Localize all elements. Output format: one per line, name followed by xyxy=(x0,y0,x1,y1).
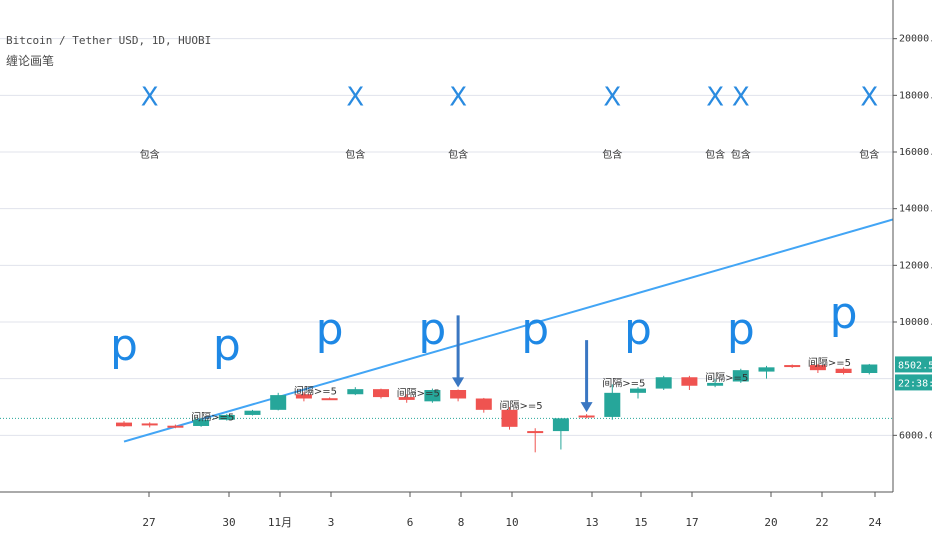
candle-body[interactable] xyxy=(578,415,595,418)
contain-label: 包含 xyxy=(705,148,725,161)
gap-label: 间隔>=5 xyxy=(294,384,337,397)
p-mark: p xyxy=(727,304,755,355)
p-mark: p xyxy=(521,304,549,355)
p-mark: p xyxy=(110,320,138,371)
x-tick-label: 20 xyxy=(764,516,777,529)
candle-body[interactable] xyxy=(450,390,467,399)
x-tick-label: 24 xyxy=(868,516,882,529)
contain-label: 包含 xyxy=(731,148,751,161)
x-tick-label: 8 xyxy=(458,516,465,529)
candle-body[interactable] xyxy=(193,419,210,426)
p-mark: p xyxy=(624,304,652,355)
contain-label: 包含 xyxy=(140,148,160,161)
gap-label: 间隔>=5 xyxy=(500,399,543,412)
p-mark: p xyxy=(316,304,344,355)
candle-body[interactable] xyxy=(707,382,724,386)
y-tick-label: 18000.00 xyxy=(899,90,932,101)
candle-body[interactable] xyxy=(321,398,338,401)
contain-label: 包含 xyxy=(448,148,468,161)
candle-body[interactable] xyxy=(116,422,132,427)
x-mark: X xyxy=(706,82,724,112)
gap-label: 间隔>=5 xyxy=(602,376,645,389)
x-mark: X xyxy=(603,82,621,112)
candle-body[interactable] xyxy=(398,397,415,400)
candle-body[interactable] xyxy=(295,394,312,399)
candle-body[interactable] xyxy=(475,398,492,410)
x-tick-label: 3 xyxy=(328,516,335,529)
x-tick-label: 13 xyxy=(585,516,598,529)
contain-label: 包含 xyxy=(602,148,622,161)
candle-body[interactable] xyxy=(681,377,698,386)
candle-body[interactable] xyxy=(141,423,158,426)
candle-body[interactable] xyxy=(424,390,441,402)
contain-label: 包含 xyxy=(345,148,365,161)
x-tick-label: 17 xyxy=(685,516,698,529)
x-mark: X xyxy=(449,82,467,112)
candle-body[interactable] xyxy=(270,395,287,410)
y-tick-label: 6000.00 xyxy=(899,430,932,441)
arrow-head xyxy=(580,402,593,413)
x-mark: X xyxy=(141,82,159,112)
candle-body[interactable] xyxy=(373,389,389,398)
candle-body[interactable] xyxy=(630,388,646,393)
countdown-box xyxy=(895,374,932,391)
candle-body[interactable] xyxy=(167,425,184,428)
x-tick-label: 22 xyxy=(815,516,828,529)
candle-body[interactable] xyxy=(835,368,852,373)
candle-body[interactable] xyxy=(218,414,235,420)
y-tick-label: 14000.00 xyxy=(899,204,932,215)
contain-label: 包含 xyxy=(859,148,879,161)
candle-body[interactable] xyxy=(552,418,569,432)
x-tick-label: 27 xyxy=(142,516,155,529)
gap-label: 间隔>=5 xyxy=(397,386,440,399)
p-mark: p xyxy=(418,304,446,355)
candle-body[interactable] xyxy=(861,364,878,374)
candle-body[interactable] xyxy=(604,392,621,417)
gap-label: 间隔>=5 xyxy=(191,410,234,423)
x-mark: X xyxy=(346,82,364,112)
x-tick-label: 10 xyxy=(505,516,518,529)
trend-line xyxy=(123,218,894,443)
x-mark: X xyxy=(860,82,878,112)
x-tick-label: 30 xyxy=(222,516,235,529)
x-tick-label: 11月 xyxy=(268,516,292,529)
y-tick-label: 16000.00 xyxy=(899,147,932,158)
x-tick-label: 6 xyxy=(407,516,414,529)
candle-body[interactable] xyxy=(732,370,749,382)
countdown-label: 22:38:00 xyxy=(898,378,932,389)
p-mark: p xyxy=(830,288,858,339)
candle-body[interactable] xyxy=(809,365,826,371)
symbol-title: Bitcoin / Tether USD, 1D, HUOBI xyxy=(6,34,212,47)
current-price-label: 8502.56 xyxy=(898,360,932,371)
current-price-box xyxy=(895,356,932,373)
candle-body[interactable] xyxy=(527,431,544,434)
arrow-head xyxy=(452,377,465,388)
x-tick-label: 15 xyxy=(634,516,647,529)
p-mark: p xyxy=(213,320,241,371)
y-tick-label: 12000.00 xyxy=(899,260,932,271)
gap-label: 间隔>=5 xyxy=(808,356,851,369)
candle-body[interactable] xyxy=(347,389,364,395)
y-tick-label: 20000.00 xyxy=(899,34,932,45)
candle-body[interactable] xyxy=(655,377,672,389)
x-mark: X xyxy=(732,82,750,112)
candle-body[interactable] xyxy=(244,410,261,415)
y-tick-label: 10000.00 xyxy=(899,317,932,328)
candle-body[interactable] xyxy=(501,409,518,427)
gap-label: 间隔>=5 xyxy=(705,371,748,384)
candle-body[interactable] xyxy=(784,365,801,368)
indicator-title: 缠论画笔 xyxy=(6,54,55,68)
candle-body[interactable] xyxy=(758,367,775,372)
